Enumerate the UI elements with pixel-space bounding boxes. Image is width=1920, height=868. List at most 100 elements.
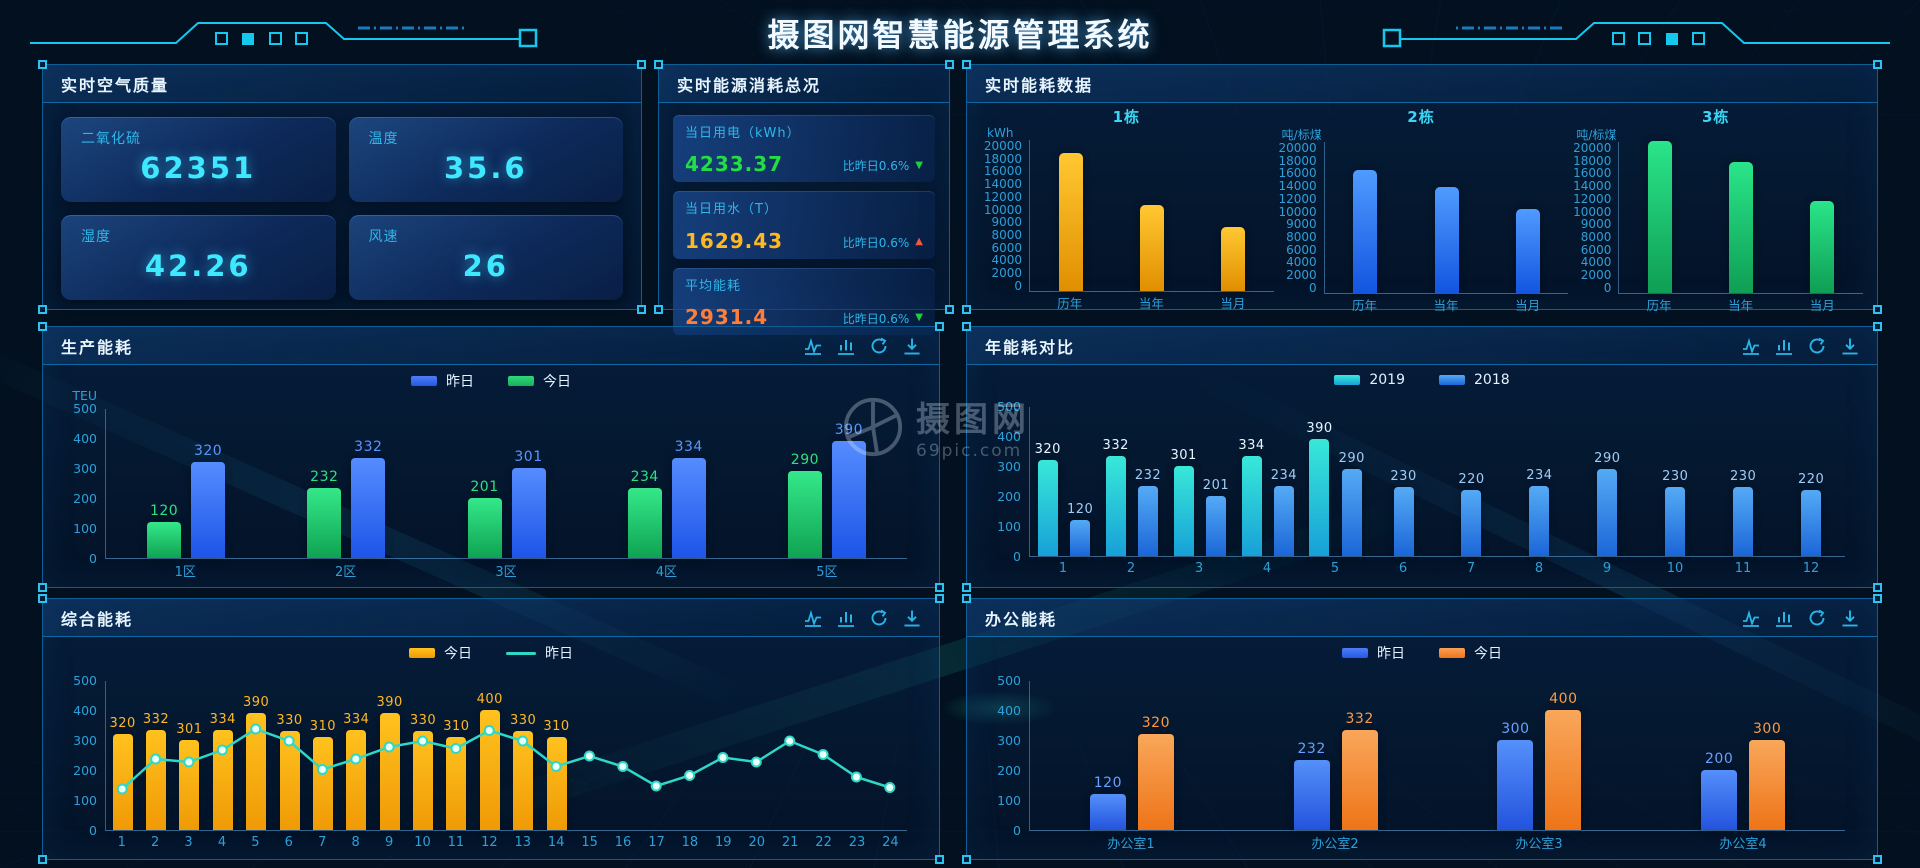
bar-chart-icon[interactable] — [837, 609, 855, 627]
bar — [1733, 487, 1754, 556]
corner-accent — [1873, 322, 1882, 331]
bar-value-label: 390 — [1306, 421, 1333, 436]
bar-group: 310 — [540, 681, 573, 830]
panel-header: 办公能耗 — [967, 599, 1877, 637]
corner-accent — [962, 583, 971, 592]
bar — [191, 462, 226, 558]
stat-card-temperature: 温度 35.6 — [348, 117, 623, 202]
download-icon[interactable] — [1841, 609, 1859, 627]
bar-value-label: 232 — [310, 469, 339, 486]
chart-title: 3栋 — [1701, 108, 1730, 126]
trend-line-icon[interactable] — [1742, 337, 1760, 355]
y-tick-label: 2000 — [1580, 268, 1612, 283]
x-tick-label: 办公室2 — [1311, 836, 1359, 852]
header-circuit-decor-right — [1382, 22, 1890, 48]
trend-line-icon[interactable] — [804, 609, 822, 627]
download-icon[interactable] — [903, 609, 921, 627]
corner-accent — [935, 583, 944, 592]
kpi-value: 1629.43 — [685, 228, 784, 253]
legend-label: 今日 — [444, 646, 472, 662]
bar — [1729, 161, 1754, 293]
bar-group: 330 — [507, 681, 540, 830]
corner-accent — [945, 60, 954, 69]
refresh-icon[interactable] — [1808, 337, 1826, 355]
bar — [446, 737, 467, 830]
bar — [627, 487, 662, 558]
bar-group: 390 290 — [1302, 407, 1370, 556]
bar-with-label: 234 — [627, 469, 662, 558]
legend-item: 2018 — [1439, 372, 1510, 388]
x-tick-label: 4区 — [655, 564, 678, 580]
panel-production-energy: 生产能耗 昨日 今日 TEU 0 100 200 300 400 500 120 320 232… — [38, 322, 944, 592]
corner-accent — [38, 60, 47, 69]
corner-accent — [935, 322, 944, 331]
panel-composite-energy: 综合能耗 今日 昨日 0 100 200 300 400 500 320 332 301 334 3… — [38, 594, 944, 864]
panel-toolbar — [804, 609, 921, 627]
y-tick-label: 500 — [73, 401, 97, 416]
bar-with-label: 390 — [1306, 421, 1332, 556]
bar-group: 234 — [1505, 407, 1573, 556]
bar-value-label: 120 — [1066, 502, 1094, 517]
bar-with-label: 200 — [1701, 751, 1738, 830]
bar-group: 320 — [106, 681, 139, 830]
panel-header: 实时能源消耗总况 — [659, 65, 949, 103]
x-tick-label: 16 — [614, 834, 632, 850]
y-tick-label: 100 — [997, 793, 1021, 808]
bar-group: 232 332 — [266, 409, 426, 558]
refresh-icon[interactable] — [1808, 609, 1826, 627]
legend-label: 昨日 — [545, 646, 573, 662]
x-tick-label: 当年 — [1138, 295, 1164, 311]
bar — [1137, 734, 1174, 830]
download-icon[interactable] — [903, 337, 921, 355]
bar — [112, 734, 133, 830]
bar-value-label: 334 — [1238, 437, 1265, 453]
legend-label: 今日 — [1474, 646, 1502, 662]
bar-value-label: 201 — [1202, 477, 1230, 493]
x-tick-label: 当月 — [1809, 297, 1835, 313]
legend-item: 今日 — [508, 371, 571, 391]
bar — [1273, 485, 1294, 556]
bar-value-label: 230 — [1662, 469, 1689, 484]
download-icon[interactable] — [1841, 337, 1859, 355]
legend-bar-swatch — [1334, 375, 1361, 385]
x-tick-label: 当年 — [1728, 297, 1754, 313]
bar — [671, 457, 706, 558]
bar-chart-icon[interactable] — [1775, 337, 1793, 355]
y-axis-title: TEU — [72, 388, 97, 403]
panel-toolbar — [804, 337, 921, 355]
y-tick-label: 500 — [997, 399, 1021, 414]
x-tick-label: 6 — [284, 834, 293, 850]
bar-chart-icon[interactable] — [1775, 609, 1793, 627]
refresh-icon[interactable] — [870, 337, 888, 355]
y-axis: 20000 18000 16000 14000 12000 10000 9000 8000 60… — [1274, 142, 1324, 294]
bar-value-label: 290 — [790, 452, 820, 468]
kpi-label: 平均能耗 — [685, 278, 742, 294]
x-tick-label: 3 — [184, 834, 193, 850]
bar-value-label: 300 — [1753, 721, 1782, 737]
kpi-label: 当日用电（kWh） — [685, 126, 801, 141]
bar-value-label: 332 — [1345, 711, 1374, 728]
y-tick-label: 4000 — [1580, 255, 1612, 270]
stat-card-so2: 二氧化硫 62351 — [61, 117, 336, 202]
bar-group: 230 — [1370, 407, 1438, 556]
bar-slot — [1487, 142, 1568, 293]
y-axis: 20000 18000 16000 14000 12000 10000 9000 8000 60… — [1568, 142, 1618, 294]
corner-accent — [1873, 305, 1882, 314]
bar-chart-icon[interactable] — [837, 337, 855, 355]
y-tick-label: 2000 — [991, 266, 1022, 281]
corner-accent — [935, 855, 944, 864]
trend-line-icon[interactable] — [804, 337, 822, 355]
kpi-card-average: 平均能耗 2931.4 比昨日0.6% ▼ — [673, 267, 935, 335]
refresh-icon[interactable] — [870, 609, 888, 627]
bar — [212, 729, 233, 830]
corner-accent — [637, 305, 646, 314]
y-tick-label: 6000 — [991, 240, 1022, 255]
bar-with-label: 290 — [787, 452, 822, 558]
trend-line-icon[interactable] — [1742, 609, 1760, 627]
bar-value-label: 334 — [343, 711, 370, 727]
stat-label: 二氧化硫 — [81, 131, 141, 147]
bar-group: 301 — [173, 681, 206, 830]
bar — [279, 731, 300, 830]
panel-header: 综合能耗 — [43, 599, 939, 637]
bar-group: 332 — [139, 681, 172, 830]
